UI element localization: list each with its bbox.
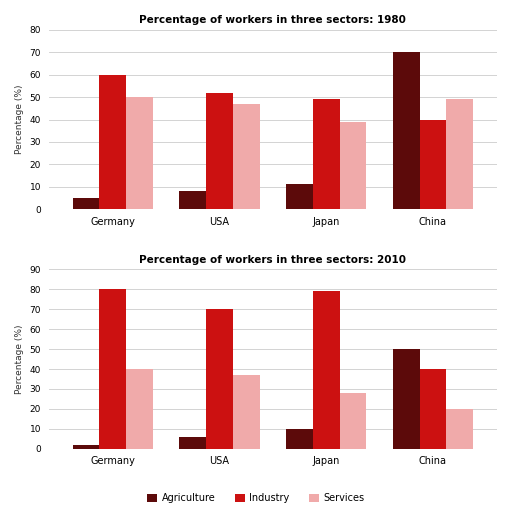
Bar [446,99,473,209]
Title: Percentage of workers in three sectors: 1980: Percentage of workers in three sectors: … [139,15,407,25]
Bar [233,104,260,209]
Bar [206,93,233,209]
Bar [73,198,99,209]
Bar [446,409,473,449]
Bar [313,291,339,449]
Y-axis label: Percentage (%): Percentage (%) [15,85,24,154]
Bar [393,349,420,449]
Bar [99,75,126,209]
Bar [313,99,339,209]
Bar [99,289,126,449]
Bar [286,429,313,449]
Bar [286,184,313,209]
Legend: Agriculture, Industry, Services: Agriculture, Industry, Services [143,489,369,507]
Bar [420,119,446,209]
Bar [73,444,99,449]
Bar [126,97,153,209]
Title: Percentage of workers in three sectors: 2010: Percentage of workers in three sectors: … [139,254,407,265]
Bar [126,369,153,449]
Bar [179,437,206,449]
Bar [179,191,206,209]
Bar [339,393,366,449]
Y-axis label: Percentage (%): Percentage (%) [15,324,24,394]
Bar [393,52,420,209]
Bar [420,369,446,449]
Bar [206,309,233,449]
Bar [339,122,366,209]
Bar [233,375,260,449]
